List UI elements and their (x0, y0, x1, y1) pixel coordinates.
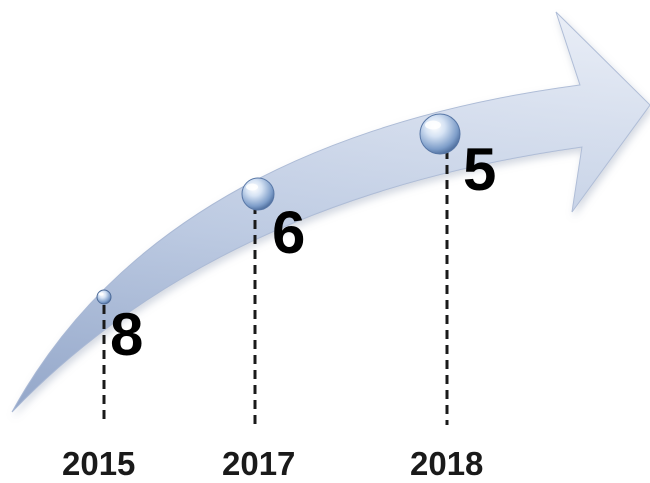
marker-2018 (419, 113, 461, 155)
value-label-2017: 6 (272, 199, 306, 266)
year-label-2015: 2015 (62, 445, 136, 482)
marker-2017 (241, 177, 275, 211)
value-label-2015: 8 (110, 301, 144, 368)
marker-2015 (96, 289, 112, 305)
value-label-2018: 5 (463, 136, 497, 203)
trend-arrow (11, 11, 650, 413)
year-label-2018: 2018 (410, 445, 484, 482)
year-label-2017: 2017 (222, 445, 296, 482)
